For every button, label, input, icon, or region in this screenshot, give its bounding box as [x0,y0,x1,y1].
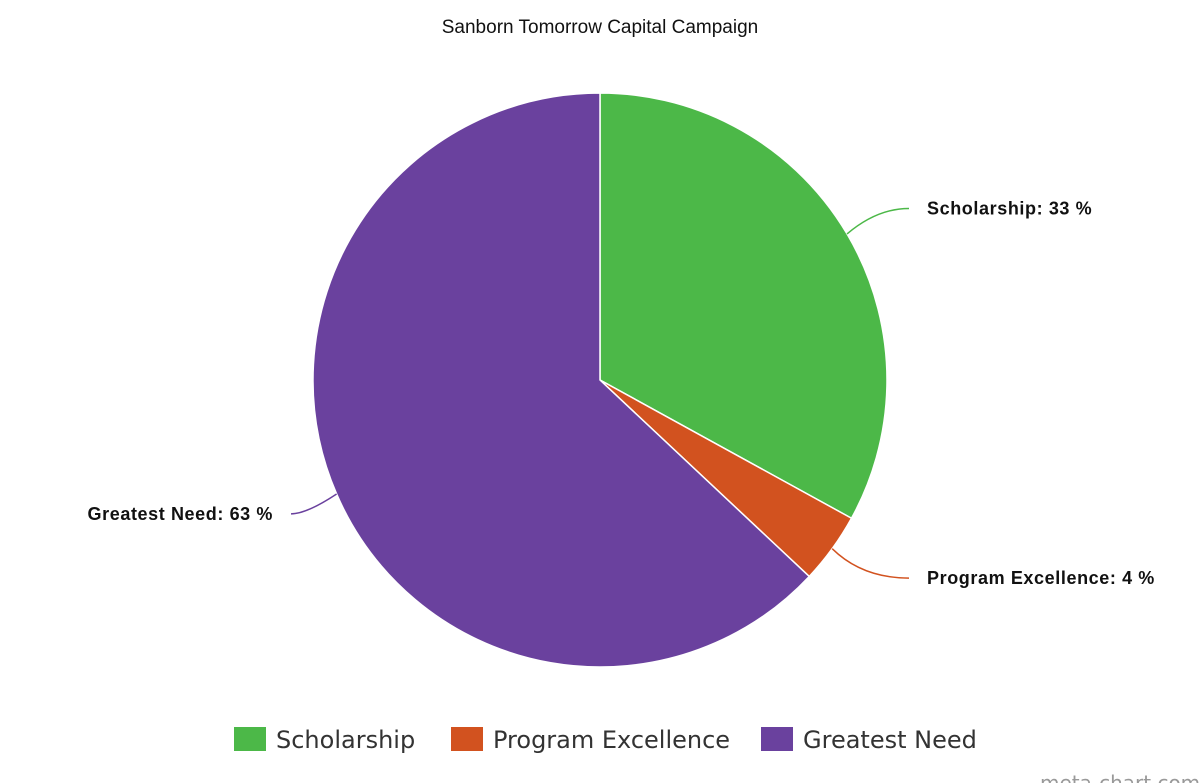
data-label: Greatest Need: 63 % [88,504,273,524]
legend-swatch [451,727,483,751]
pie-slice [312,92,811,668]
legend-swatch [761,727,793,751]
leader-line [846,207,910,235]
watermark: meta-chart.com [1040,771,1200,783]
legend-label: Greatest Need [803,726,977,754]
data-label: Scholarship: 33 % [927,198,1092,218]
data-label: Program Excellence: 4 % [927,568,1155,588]
chart-title: Sanborn Tomorrow Capital Campaign [442,17,758,38]
legend-label: Scholarship [276,726,415,754]
pie-slice [599,92,888,520]
leader-line [831,548,910,579]
legend-swatch [234,727,266,751]
legend-label: Program Excellence [493,726,730,754]
leader-line [290,493,338,515]
